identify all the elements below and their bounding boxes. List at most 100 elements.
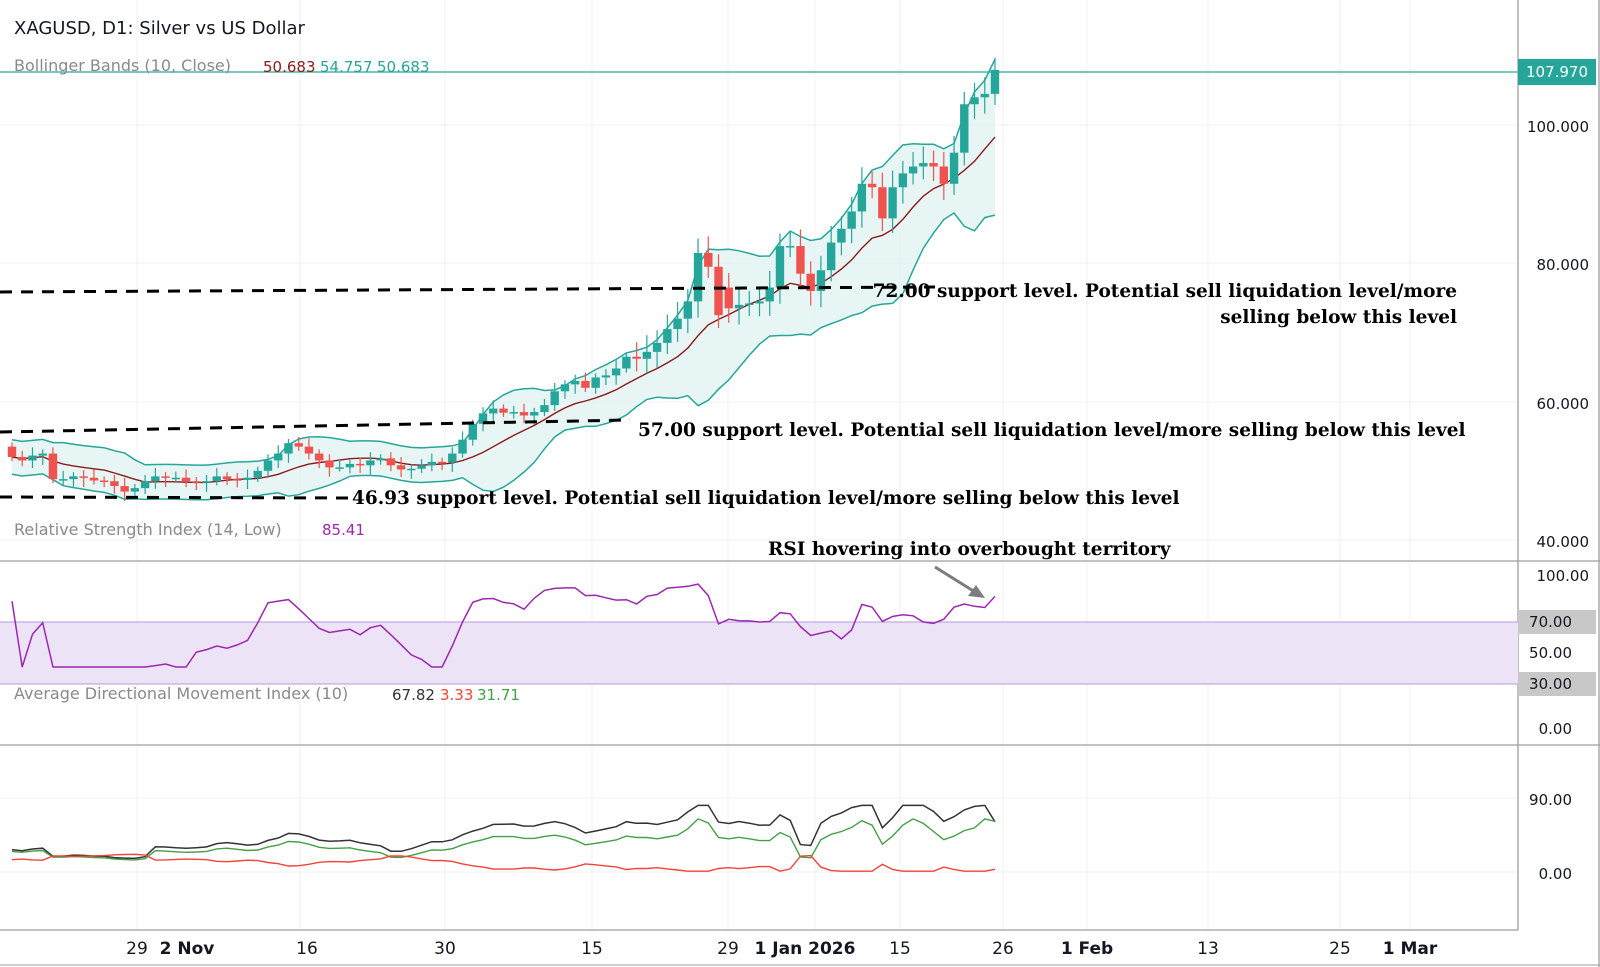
candle-body bbox=[48, 453, 58, 480]
annotation-57: 57.00 support level. Potential sell liqu… bbox=[638, 420, 1466, 441]
candle-body bbox=[837, 228, 846, 243]
adx-value-2: 3.33 bbox=[440, 686, 473, 704]
candle-body bbox=[243, 477, 252, 480]
time-tick: 1 Mar bbox=[1383, 939, 1438, 959]
candle-body bbox=[499, 408, 508, 413]
rsi-tick-0: 0.00 bbox=[1539, 720, 1572, 738]
candle-body bbox=[570, 380, 580, 385]
bb-value-3: 50.683 bbox=[377, 58, 430, 76]
bb-lower bbox=[11, 211, 996, 501]
candle-body bbox=[652, 342, 662, 352]
candle-body bbox=[284, 443, 293, 454]
candle-body bbox=[857, 183, 867, 212]
rsi-zone bbox=[0, 622, 1518, 684]
support-line-72 bbox=[0, 285, 936, 294]
bb-legend: Bollinger Bands (10, Close) bbox=[14, 56, 231, 75]
candle-body bbox=[509, 412, 518, 414]
candle-body bbox=[233, 479, 242, 481]
candle-body bbox=[478, 413, 488, 424]
time-tick: 15 bbox=[889, 939, 911, 959]
time-tick: 16 bbox=[296, 939, 318, 959]
adx-line bbox=[11, 804, 996, 860]
candle-body bbox=[939, 166, 949, 184]
candle-body bbox=[704, 252, 713, 267]
candle-body bbox=[929, 163, 938, 167]
candle-body bbox=[867, 183, 877, 188]
candle-body bbox=[611, 368, 621, 376]
candle-body bbox=[376, 458, 385, 461]
candle-body bbox=[468, 423, 477, 440]
candle-body bbox=[274, 453, 283, 461]
bb-value-1: 50.683 bbox=[263, 58, 316, 76]
candle-body bbox=[386, 458, 396, 466]
rsi-tick-100: 100.00 bbox=[1537, 567, 1590, 585]
annotation-72-line1: 72.00 support level. Potential sell liqu… bbox=[873, 281, 1457, 302]
candle-body bbox=[693, 252, 703, 302]
candle-body bbox=[161, 476, 170, 478]
support-line-4693 bbox=[0, 495, 351, 500]
candle-body bbox=[28, 455, 37, 461]
candle-body bbox=[192, 481, 201, 483]
candle-body bbox=[826, 242, 836, 271]
price-tick-40: 40.000 bbox=[1537, 533, 1590, 551]
annotation-72-line2: selling below this level bbox=[1220, 307, 1457, 328]
candle-body bbox=[745, 303, 754, 305]
candle-body bbox=[38, 453, 47, 456]
candle-body bbox=[970, 97, 979, 105]
candle-body bbox=[253, 470, 262, 478]
time-tick: 1 Feb bbox=[1061, 939, 1113, 959]
candle-body bbox=[345, 463, 355, 468]
candle-body bbox=[642, 351, 652, 359]
candle-body bbox=[335, 467, 344, 469]
bb-value-2: 54.757 bbox=[320, 58, 373, 76]
candle-body bbox=[806, 273, 815, 291]
time-tick: 15 bbox=[581, 939, 603, 959]
candle-body bbox=[130, 488, 140, 492]
candle-body bbox=[816, 270, 826, 291]
candle-body bbox=[69, 476, 78, 480]
candle-body bbox=[796, 246, 805, 274]
candle-body bbox=[775, 246, 785, 288]
di-minus-line bbox=[11, 853, 996, 872]
candle-body bbox=[355, 463, 365, 466]
adx-value-3: 31.71 bbox=[477, 686, 520, 704]
candle-body bbox=[622, 356, 631, 369]
candle-body bbox=[99, 480, 109, 483]
candle-body bbox=[908, 166, 918, 174]
candle-body bbox=[519, 412, 529, 416]
chart-title: XAGUSD, D1: Silver vs US Dollar bbox=[14, 18, 306, 39]
candle-body bbox=[325, 460, 334, 468]
candle-body bbox=[550, 391, 559, 406]
rsi-arrowhead bbox=[968, 585, 985, 598]
rsi-tick-50: 50.00 bbox=[1529, 644, 1572, 662]
candle-body bbox=[222, 476, 232, 480]
candle-body bbox=[540, 405, 549, 413]
candle-body bbox=[560, 384, 570, 392]
candle-body bbox=[212, 476, 221, 482]
time-tick: 13 bbox=[1197, 939, 1219, 959]
candle-body bbox=[294, 443, 303, 447]
candle-body bbox=[786, 246, 795, 248]
candle-body bbox=[437, 461, 447, 464]
rsi-tick-70-box bbox=[1518, 610, 1596, 634]
time-axis: 29 2 Nov 16 30 15 29 1 Jan 2026 15 26 1 Feb 13 25 1 … bbox=[126, 939, 1438, 959]
candle-body bbox=[396, 465, 406, 470]
candle-body bbox=[714, 266, 723, 316]
candle-body bbox=[847, 211, 856, 229]
price-label: 107.970 bbox=[1526, 63, 1588, 81]
candle-body bbox=[407, 468, 416, 471]
support-line-57 bbox=[0, 418, 631, 434]
candle-body bbox=[591, 377, 600, 388]
candle-body bbox=[448, 453, 457, 463]
rsi-arrow bbox=[934, 565, 976, 594]
time-tick: 26 bbox=[992, 939, 1014, 959]
candle-body bbox=[171, 477, 181, 480]
candle-body bbox=[7, 446, 17, 457]
time-tick: 29 bbox=[126, 939, 148, 959]
rsi-tick-30: 30.00 bbox=[1529, 675, 1572, 693]
adx-value-1: 67.82 bbox=[392, 686, 435, 704]
annotation-rsi: RSI hovering into overbought territory bbox=[768, 539, 1172, 560]
candle-body bbox=[663, 329, 672, 343]
candle-body bbox=[181, 477, 191, 482]
candle-body bbox=[120, 486, 129, 492]
